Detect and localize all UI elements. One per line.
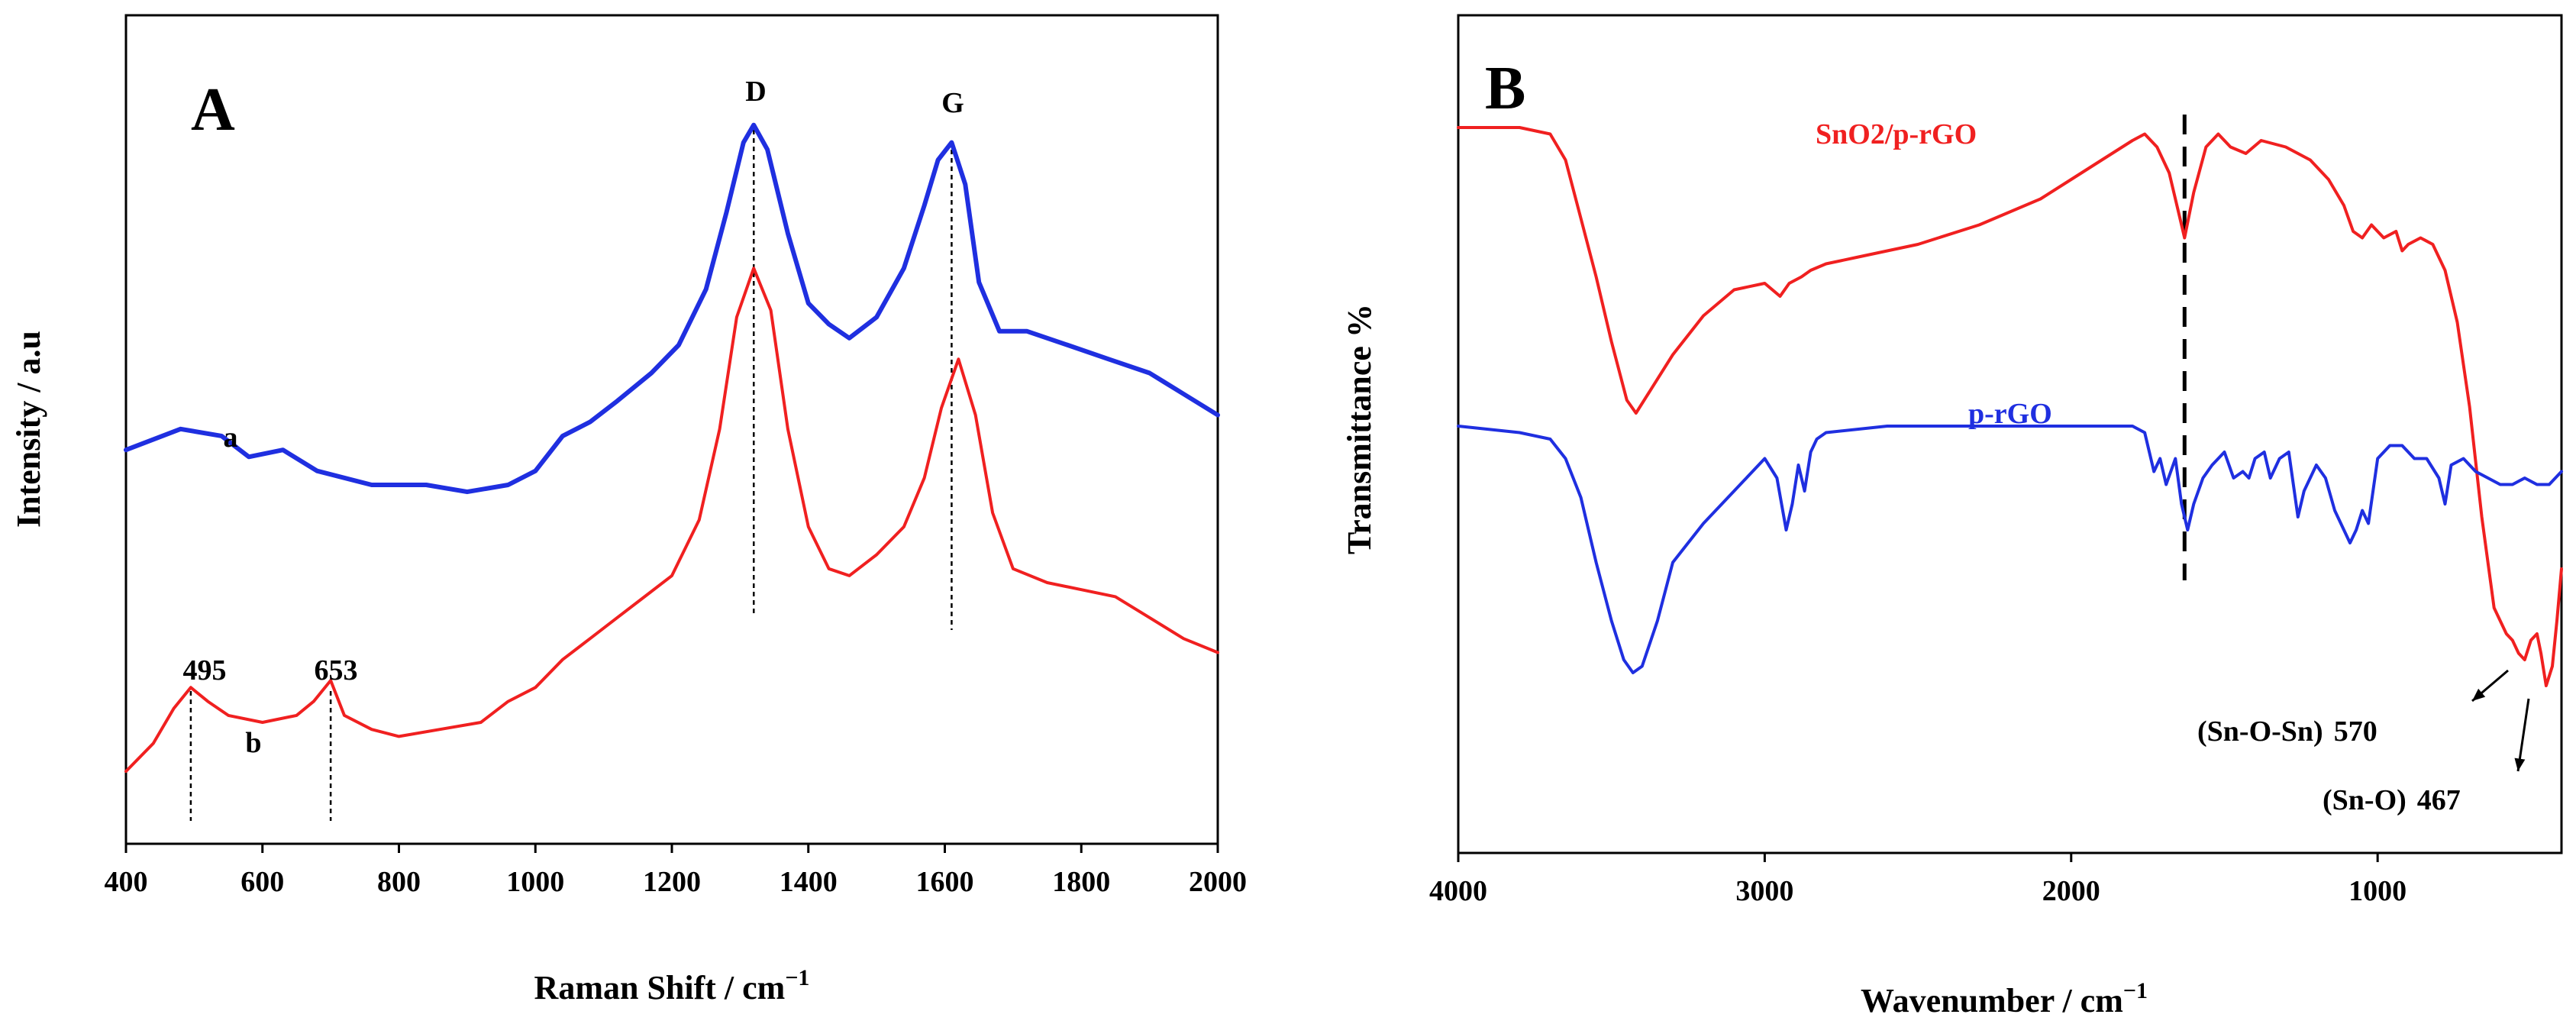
panel-a-tick-label: 1600 bbox=[916, 866, 974, 898]
panel-a-x-title: Raman Shift / cm−1 bbox=[534, 965, 810, 1006]
panel-b-tick-label: 2000 bbox=[2042, 875, 2100, 907]
panel-a-series bbox=[124, 122, 1220, 774]
panel-b-y-title: Transmittance % bbox=[1341, 304, 1378, 554]
series-line-p-rgo bbox=[1457, 425, 2563, 674]
panel-a-frame bbox=[124, 14, 1219, 845]
panel-a-tick-label: 400 bbox=[105, 866, 148, 898]
panel-a-tick-label: 1400 bbox=[780, 866, 838, 898]
annotation-sn-o: (Sn-O) 467 bbox=[2323, 784, 2461, 816]
series-sno2-label: SnO2/p-rGO bbox=[1816, 118, 1977, 150]
panel-b-series bbox=[1457, 126, 2563, 687]
panel-b: B 4000 3000 2000 1000 Wavenumber / cm−1 Tra… bbox=[1341, 14, 2563, 1019]
series-line-b bbox=[124, 266, 1219, 774]
series-prgo-label: p-rGO bbox=[1968, 398, 2052, 430]
arrow-sn-o-sn bbox=[2471, 669, 2509, 703]
annotation-d-label: D bbox=[745, 76, 766, 108]
panel-a-x-ticks: 400 600 800 1000 1200 1400 1600 1800 2000 bbox=[105, 844, 1247, 898]
series-a-label: a bbox=[224, 422, 238, 454]
arrow-sn-o bbox=[2514, 698, 2530, 772]
panel-b-tick-label: 1000 bbox=[2348, 875, 2407, 907]
panel-b-tick-label: 3000 bbox=[1735, 875, 1793, 907]
panel-b-letter: B bbox=[1485, 55, 1525, 122]
panel-a-tick-label: 1000 bbox=[506, 866, 564, 898]
series-b-label: b bbox=[245, 727, 261, 759]
annotation-g-label: G bbox=[941, 87, 964, 119]
arrow-sn-o-head bbox=[2514, 758, 2526, 771]
panel-a-tick-label: 2000 bbox=[1189, 866, 1247, 898]
panel-a-tick-label: 1200 bbox=[643, 866, 701, 898]
panel-b-tick-label: 4000 bbox=[1429, 875, 1487, 907]
panel-b-arrows bbox=[2471, 669, 2530, 772]
panel-b-x-title: Wavenumber / cm−1 bbox=[1861, 978, 2148, 1019]
annotation-653-label: 653 bbox=[315, 654, 358, 686]
panel-b-x-ticks: 4000 3000 2000 1000 bbox=[1429, 853, 2407, 907]
panel-a-letter: A bbox=[191, 76, 235, 144]
panel-a: A 400 600 800 1000 1200 1400 1600 1800 2000 Rama… bbox=[10, 14, 1247, 1006]
annotation-sn-o-sn: (Sn-O-Sn) 570 bbox=[2197, 716, 2377, 748]
panel-a-y-title: Intensity / a.u bbox=[10, 331, 47, 528]
arrow-sn-o-sn-head bbox=[2472, 688, 2486, 701]
panel-b-frame bbox=[1457, 14, 2563, 854]
panel-a-tick-label: 800 bbox=[377, 866, 421, 898]
annotation-495-label: 495 bbox=[183, 654, 227, 686]
panel-a-tick-label: 1800 bbox=[1052, 866, 1110, 898]
series-line-sno2-p-rgo bbox=[1457, 126, 2563, 687]
series-line-a bbox=[124, 122, 1220, 495]
panel-a-guide-lines bbox=[189, 130, 953, 821]
panel-a-tick-label: 600 bbox=[240, 866, 284, 898]
